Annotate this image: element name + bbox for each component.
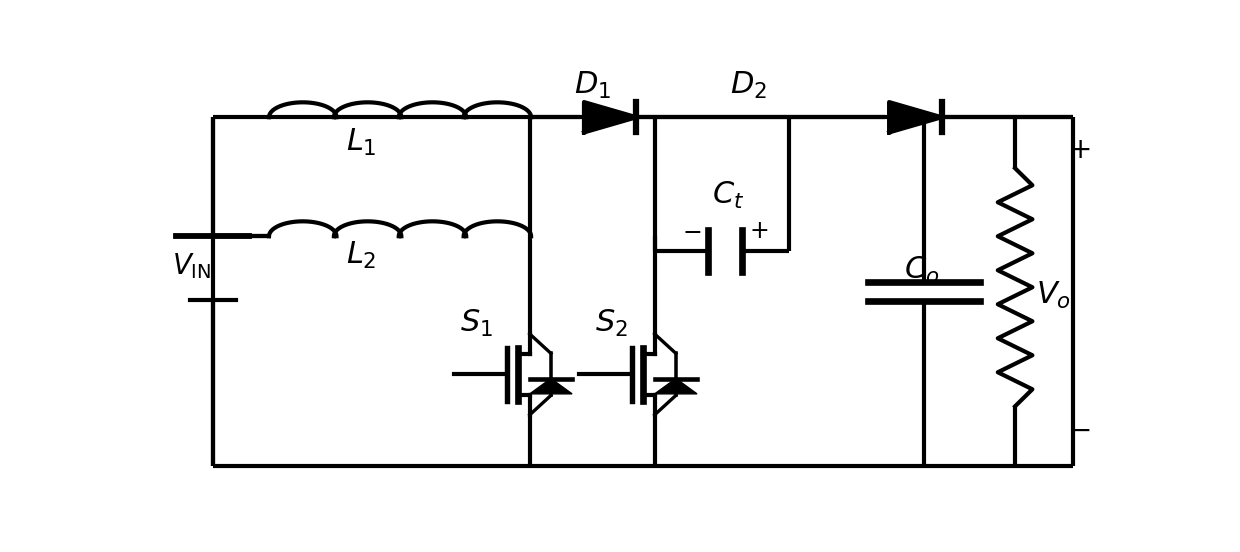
- Text: $-$: $-$: [682, 221, 701, 242]
- Polygon shape: [655, 379, 697, 394]
- Text: $+$: $+$: [749, 221, 768, 242]
- Text: $D_2$: $D_2$: [730, 70, 768, 101]
- Text: $V_{\mathrm{IN}}$: $V_{\mathrm{IN}}$: [172, 251, 211, 281]
- Polygon shape: [889, 102, 941, 132]
- Text: $-$: $-$: [1069, 420, 1091, 444]
- Text: $D_1$: $D_1$: [574, 70, 611, 101]
- Polygon shape: [584, 102, 636, 132]
- Text: $C_o$: $C_o$: [904, 254, 940, 286]
- Text: $L_2$: $L_2$: [346, 240, 377, 271]
- Text: $L_1$: $L_1$: [346, 127, 377, 158]
- Text: $C_t$: $C_t$: [712, 181, 744, 211]
- Text: $S_1$: $S_1$: [460, 308, 494, 339]
- Text: $S_2$: $S_2$: [595, 308, 627, 339]
- Text: $V_o$: $V_o$: [1037, 280, 1071, 311]
- Text: $+$: $+$: [1069, 139, 1091, 164]
- Polygon shape: [529, 379, 572, 394]
